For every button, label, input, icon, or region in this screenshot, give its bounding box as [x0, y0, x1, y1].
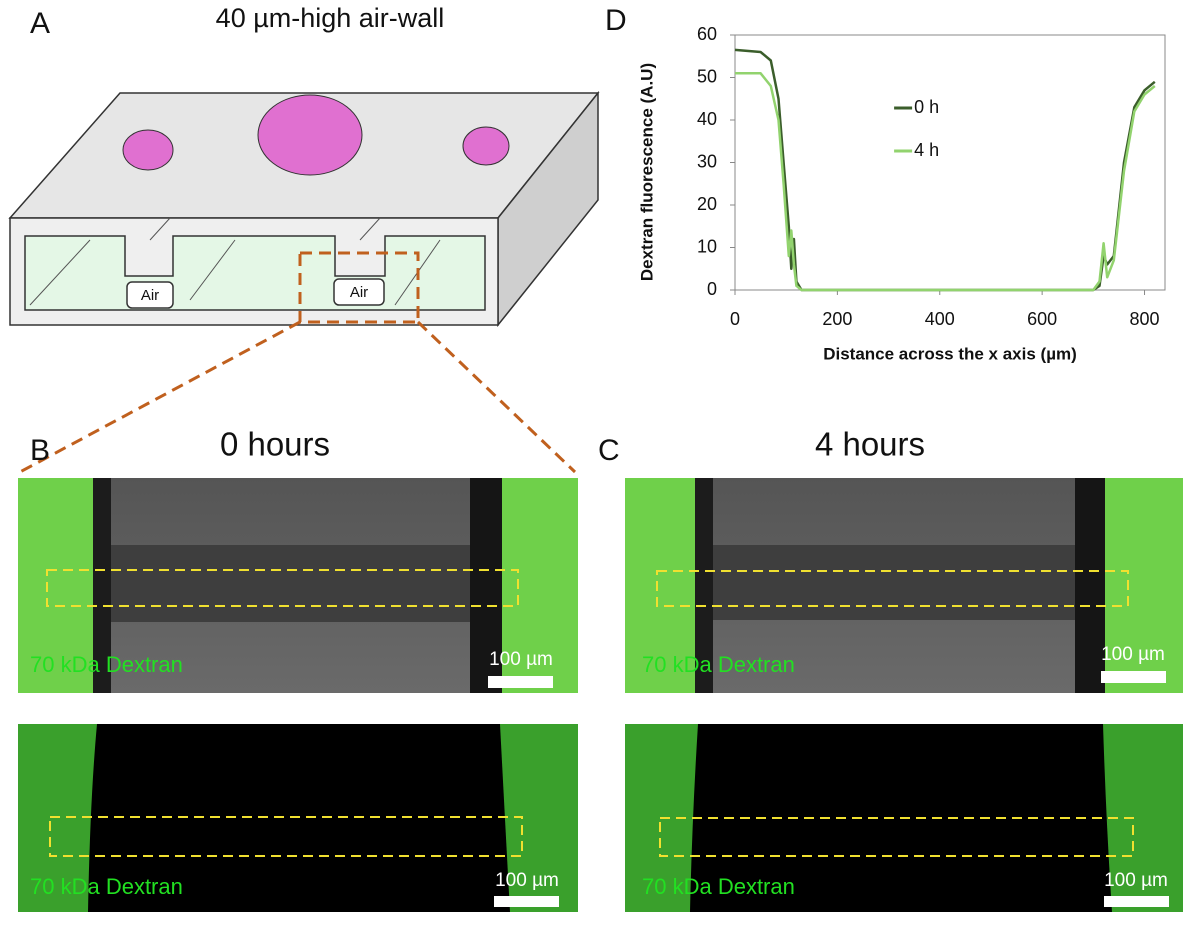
micrograph: 70 kDa Dextran 100 µm [18, 724, 578, 912]
y-tick-label: 10 [697, 236, 717, 256]
x-tick-label: 400 [925, 309, 955, 329]
panel-title: 0 hours [220, 426, 330, 463]
panel-label: A [30, 7, 50, 40]
y-tick-label: 50 [697, 66, 717, 86]
scale-bar [1101, 671, 1166, 683]
series-line [735, 73, 1155, 290]
channel [713, 545, 1075, 620]
y-tick-label: 40 [697, 109, 717, 129]
x-tick-label: 0 [730, 309, 740, 329]
legend-label: 4 h [914, 140, 939, 160]
micrograph: 70 kDa Dextran 100 µm [625, 478, 1183, 693]
series-line [735, 50, 1155, 290]
stain-label: 70 kDa Dextran [642, 652, 795, 677]
air-label: Air [141, 287, 159, 304]
y-tick-label: 30 [697, 151, 717, 171]
panel-title: 40 µm-high air-wall [216, 3, 445, 33]
panel-label: C [598, 434, 620, 467]
x-axis-title: Distance across the x axis (µm) [823, 344, 1077, 363]
scale-label: 100 µm [1101, 644, 1165, 665]
micrograph: 70 kDa Dextran 100 µm [625, 724, 1183, 912]
plot-frame [735, 35, 1165, 290]
x-tick-label: 600 [1027, 309, 1057, 329]
x-tick-label: 200 [822, 309, 852, 329]
droplet [258, 95, 362, 175]
micrograph: 70 kDa Dextran 100 µm [18, 478, 578, 693]
scale-label: 100 µm [495, 870, 559, 891]
channel [25, 236, 485, 310]
legend-label: 0 h [914, 97, 939, 117]
x-tick-label: 800 [1130, 309, 1160, 329]
droplet [463, 127, 509, 165]
scale-bar [494, 896, 559, 907]
scale-label: 100 µm [1104, 870, 1168, 891]
y-tick-label: 60 [697, 24, 717, 44]
scale-bar [488, 676, 553, 688]
droplet [123, 130, 173, 170]
panel-label: D [605, 4, 627, 37]
scale-bar [1104, 896, 1169, 907]
y-axis-title: Dextran fluorescence (A.U) [637, 63, 656, 281]
chart: Distance across the x axis (µm) Dextran … [637, 24, 1165, 364]
stain-label: 70 kDa Dextran [30, 874, 183, 899]
stain-label: 70 kDa Dextran [30, 652, 183, 677]
air-label: Air [350, 284, 368, 301]
panel-label: B [30, 434, 50, 467]
panel-title: 4 hours [815, 426, 925, 463]
scale-label: 100 µm [489, 649, 553, 670]
channel [111, 545, 470, 622]
y-tick-label: 20 [697, 194, 717, 214]
figure: A 40 µm-high air-wall Air Air B 0 hours … [0, 0, 1183, 939]
y-tick-label: 0 [707, 279, 717, 299]
stain-label: 70 kDa Dextran [642, 874, 795, 899]
